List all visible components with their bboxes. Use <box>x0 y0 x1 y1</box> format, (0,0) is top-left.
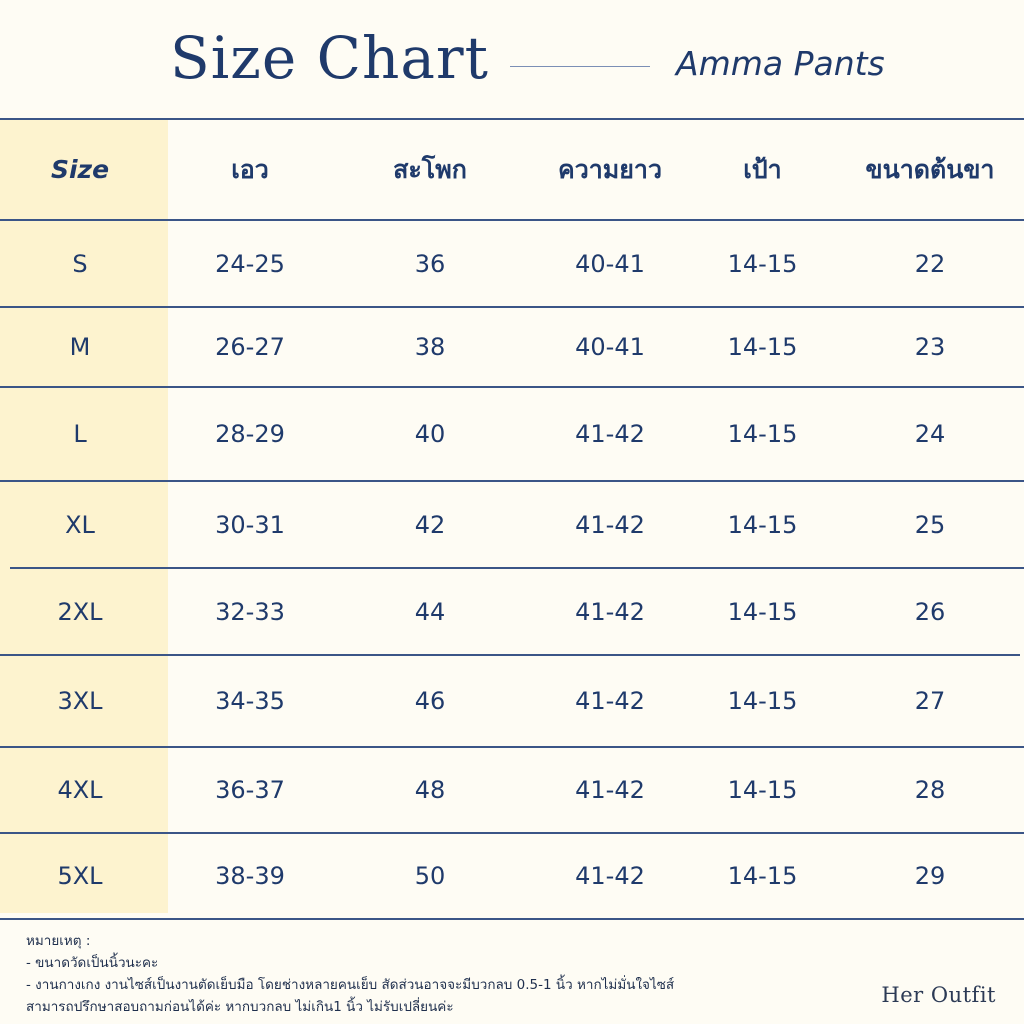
header-length: ความยาว <box>557 154 662 184</box>
cell-waist: 28-29 <box>215 420 285 448</box>
cell-hip: 38 <box>414 333 446 361</box>
cell-rise: 14-15 <box>727 510 798 539</box>
table-rule <box>0 386 1024 388</box>
header-hip: สะโพก <box>393 154 467 184</box>
cell-size: 3XL <box>57 687 103 715</box>
cell-waist: 26-27 <box>215 333 285 361</box>
header-thigh: ขนาดต้นขา <box>865 154 995 184</box>
size-column-highlight <box>0 118 168 913</box>
cell-thigh: 24 <box>914 420 946 448</box>
notes: หมายเหตุ : - ขนาดวัดเป็นนิ้วนะคะ - งานกา… <box>26 930 826 1018</box>
table-rule <box>0 832 1024 834</box>
brand-name: Her Outfit <box>881 983 996 1007</box>
cell-hip: 44 <box>414 597 446 626</box>
header-waist: เอว <box>231 154 269 184</box>
cell-length: 41-42 <box>575 776 645 804</box>
table-row: 5XL 38-39 50 41-42 14-15 29 <box>0 834 1024 918</box>
cell-length: 41-42 <box>575 597 645 626</box>
cell-thigh: 28 <box>914 776 946 804</box>
table-rule <box>0 918 1024 920</box>
cell-waist: 38-39 <box>215 862 285 890</box>
table-rule <box>0 654 1020 656</box>
header-rise: เป้า <box>743 154 782 184</box>
cell-hip: 42 <box>414 510 446 539</box>
product-name: Amma Pants <box>676 44 885 83</box>
cell-waist: 32-33 <box>215 597 285 626</box>
size-table: Size เอว สะโพก ความยาว เป้า ขนาดต้นขา S … <box>0 118 1024 920</box>
cell-rise: 14-15 <box>727 776 798 804</box>
table-rule <box>0 480 1024 482</box>
cell-waist: 24-25 <box>215 249 285 278</box>
table-row: 2XL 32-33 44 41-42 14-15 26 <box>0 569 1024 654</box>
table-row: 4XL 36-37 48 41-42 14-15 28 <box>0 748 1024 832</box>
cell-thigh: 25 <box>914 510 946 539</box>
table-rule <box>0 219 1024 221</box>
cell-size: XL <box>65 510 95 539</box>
cell-rise: 14-15 <box>727 862 798 890</box>
cell-rise: 14-15 <box>727 249 798 278</box>
table-row: S 24-25 36 40-41 14-15 22 <box>0 221 1024 306</box>
table-row: XL 30-31 42 41-42 14-15 25 <box>0 482 1024 567</box>
table-row: 3XL 34-35 46 41-42 14-15 27 <box>0 656 1024 746</box>
cell-hip: 36 <box>414 249 446 278</box>
cell-waist: 36-37 <box>215 776 285 804</box>
notes-label: หมายเหตุ : <box>26 933 91 949</box>
cell-length: 40-41 <box>575 333 645 361</box>
cell-rise: 14-15 <box>727 597 798 626</box>
cell-thigh: 29 <box>914 862 946 890</box>
cell-thigh: 27 <box>914 687 946 715</box>
note-line: สามารถปรึกษาสอบถามก่อนได้ค่ะ หากบวกลบ ไม… <box>26 999 454 1015</box>
cell-hip: 48 <box>414 776 446 804</box>
cell-thigh: 23 <box>914 333 946 361</box>
cell-hip: 40 <box>414 420 446 448</box>
table-rule <box>10 567 1024 569</box>
cell-size: 5XL <box>57 862 103 890</box>
cell-size: L <box>73 420 87 448</box>
table-row: M 26-27 38 40-41 14-15 23 <box>0 308 1024 386</box>
cell-length: 41-42 <box>575 420 645 448</box>
cell-length: 40-41 <box>575 249 645 278</box>
cell-length: 41-42 <box>575 687 645 715</box>
title-divider <box>510 66 650 67</box>
cell-size: 2XL <box>57 597 103 626</box>
note-line: - ขนาดวัดเป็นนิ้วนะคะ <box>26 955 159 971</box>
cell-size: M <box>69 333 91 361</box>
table-row: L 28-29 40 41-42 14-15 24 <box>0 388 1024 480</box>
cell-waist: 34-35 <box>215 687 285 715</box>
cell-size: 4XL <box>57 776 103 804</box>
cell-rise: 14-15 <box>727 333 798 361</box>
note-line: - งานกางเกง งานไซส์เป็นงานตัดเย็บมือ โดย… <box>26 977 675 993</box>
header: Size Chart Amma Pants <box>0 0 1024 118</box>
cell-thigh: 22 <box>914 249 946 278</box>
page-title: Size Chart <box>170 24 489 92</box>
cell-size: S <box>72 249 88 278</box>
table-rule <box>0 746 1024 748</box>
cell-rise: 14-15 <box>727 687 798 715</box>
cell-rise: 14-15 <box>727 420 798 448</box>
cell-waist: 30-31 <box>215 510 285 539</box>
table-rule <box>0 118 1024 120</box>
cell-length: 41-42 <box>575 862 645 890</box>
table-rule <box>0 306 1024 308</box>
table-header-row: Size เอว สะโพก ความยาว เป้า ขนาดต้นขา <box>0 120 1024 219</box>
cell-thigh: 26 <box>914 597 946 626</box>
cell-hip: 46 <box>414 687 446 715</box>
header-size: Size <box>50 155 110 184</box>
cell-hip: 50 <box>414 862 446 890</box>
cell-length: 41-42 <box>575 510 645 539</box>
